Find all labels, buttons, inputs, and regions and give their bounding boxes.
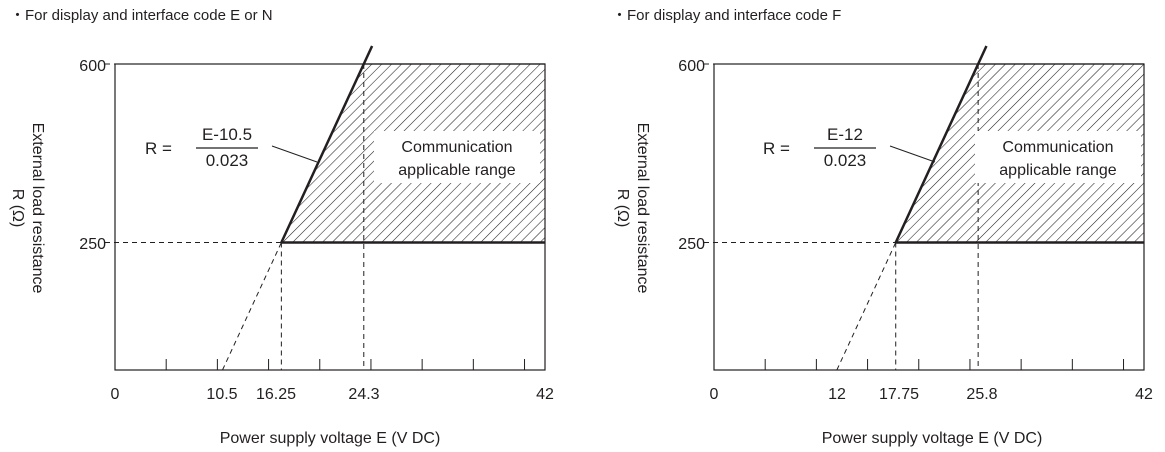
x-tick-label-0: 0 — [710, 386, 719, 403]
boundary-line-extension — [836, 242, 897, 371]
reference-lines — [105, 63, 365, 370]
x-tick-label-10-5: 10.5 — [206, 386, 237, 403]
x-axis-title: Power supply voltage E (V DC) — [822, 430, 1043, 447]
boundary-line-extension — [222, 242, 282, 371]
x-tick-label-24-3: 24.3 — [348, 386, 379, 403]
chart-right: ・For display and interface code F 600 25… — [612, 7, 1153, 447]
formula-lhs: R = — [763, 139, 790, 158]
region-label-line-1: Communication — [401, 139, 512, 156]
region-boundary — [895, 63, 1144, 244]
x-tick-label-16-25: 16.25 — [256, 386, 296, 403]
x-tick-label-42: 42 — [536, 386, 554, 403]
chart-left-plot — [105, 45, 546, 371]
formula-leader-line — [271, 145, 318, 163]
x-tick-label-17-75: 17.75 — [879, 386, 919, 403]
formula-annotation: R = E-10.5 0.023 — [145, 125, 318, 170]
x-tick-label-12: 12 — [828, 386, 846, 403]
formula-denominator: 0.023 — [206, 151, 249, 170]
region-label-line-2: applicable range — [398, 162, 516, 179]
boundary-line — [894, 45, 988, 244]
y-axis-unit: R (Ω) — [9, 189, 26, 228]
y-axis-title: External load resistance — [634, 123, 651, 294]
region-label-line-2: applicable range — [999, 162, 1117, 179]
y-tick-label-600: 600 — [79, 58, 106, 75]
chart-right-plot — [704, 45, 1145, 371]
formula-denominator: 0.023 — [824, 151, 867, 170]
x-tick-label-42: 42 — [1135, 386, 1153, 403]
minor-tick-group — [764, 359, 1125, 370]
y-tick-label-600: 600 — [678, 58, 705, 75]
x-axis-title: Power supply voltage E (V DC) — [220, 430, 441, 447]
y-tick-label-250: 250 — [678, 236, 705, 253]
region-label-background — [374, 131, 540, 183]
formula-leader-line — [889, 145, 936, 163]
chart-left: ・For display and interface code E or N 6… — [9, 7, 554, 447]
y-axis-title: External load resistance — [29, 123, 46, 294]
region-label-background — [975, 131, 1141, 183]
formula-annotation: R = E-12 0.023 — [763, 125, 936, 170]
chart-left-heading: ・For display and interface code E or N — [10, 7, 273, 24]
x-tick-label-25-8: 25.8 — [966, 386, 997, 403]
boundary-line — [280, 45, 374, 244]
y-tick-label-250: 250 — [79, 236, 106, 253]
formula-lhs: R = — [145, 139, 172, 158]
chart-right-heading: ・For display and interface code F — [612, 7, 841, 24]
region-boundary — [281, 63, 545, 244]
formula-numerator: E-10.5 — [202, 125, 252, 144]
x-tick-label-0: 0 — [111, 386, 120, 403]
reference-lines — [704, 63, 979, 370]
y-axis-unit: R (Ω) — [614, 189, 631, 228]
formula-numerator: E-12 — [827, 125, 863, 144]
minor-tick-group — [165, 359, 526, 370]
region-label-line-1: Communication — [1002, 139, 1113, 156]
